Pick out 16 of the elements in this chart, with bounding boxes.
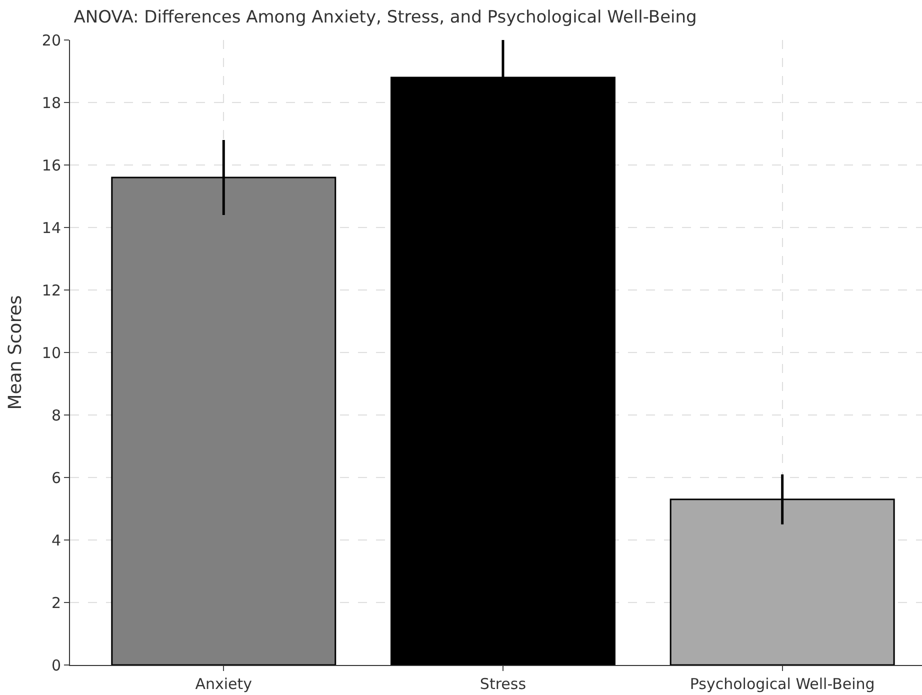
- y-tick-label: 6: [51, 468, 61, 487]
- x-tick-label: Anxiety: [195, 675, 252, 693]
- y-tick-label: 8: [51, 406, 61, 424]
- x-tick-label: Psychological Well-Being: [690, 675, 875, 693]
- y-tick-label: 20: [42, 31, 61, 50]
- y-tick-label: 2: [51, 594, 61, 612]
- y-axis-title: Mean Scores: [5, 295, 26, 410]
- y-tick-label: 14: [42, 218, 61, 237]
- y-tick-label: 0: [51, 656, 61, 674]
- y-tick-label: 12: [42, 281, 61, 300]
- chart-title: ANOVA: Differences Among Anxiety, Stress, and Psychological Well-Being: [74, 7, 697, 28]
- y-tick-label: 4: [51, 531, 61, 550]
- y-tick-label: 18: [42, 94, 61, 112]
- x-tick-label: Stress: [480, 675, 526, 693]
- y-tick-label: 10: [42, 344, 61, 362]
- y-tick-label: 16: [42, 156, 61, 174]
